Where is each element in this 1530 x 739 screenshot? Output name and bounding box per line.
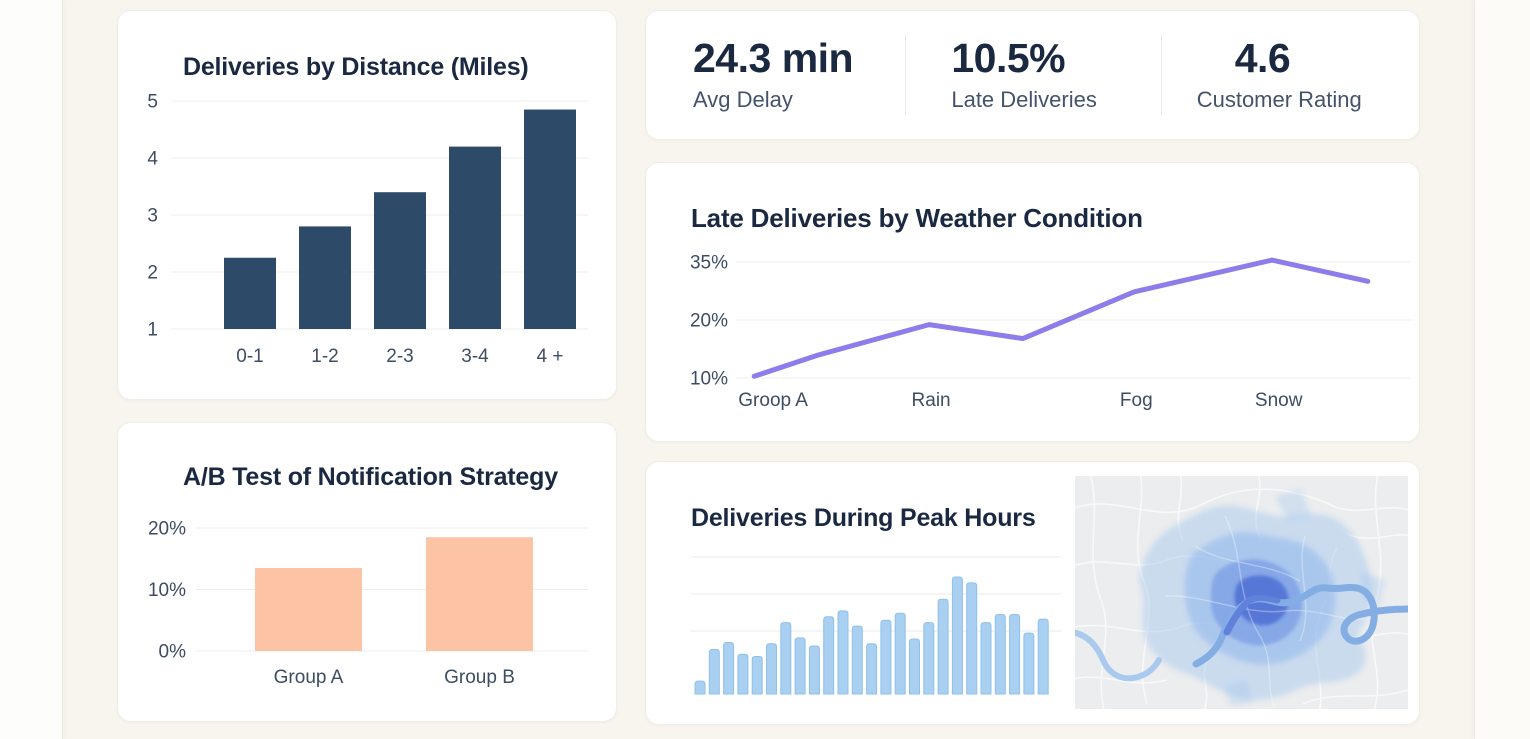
svg-text:1-2: 1-2	[311, 346, 338, 367]
svg-text:4 +: 4 +	[537, 346, 564, 367]
chart-title-ab-test: A/B Test of Notification Strategy	[183, 463, 558, 491]
svg-text:20%: 20%	[148, 519, 186, 540]
svg-text:5: 5	[147, 92, 158, 113]
kpi-late-deliveries: 10.5% Late Deliveries	[906, 11, 1160, 139]
kpi-avg-delay-value: 24.3 min	[693, 34, 854, 81]
svg-text:10%: 10%	[690, 369, 728, 390]
kpi-avg-delay: 24.3 min Avg Delay	[646, 11, 905, 139]
svg-text:2-3: 2-3	[386, 346, 413, 367]
chart-title-peak-hours: Deliveries During Peak Hours	[691, 504, 1036, 532]
map-roads-overlay	[1164, 515, 1371, 709]
kpi-customer-rating: 4.6 Customer Rating	[1162, 11, 1419, 139]
kpi-late-deliveries-value: 10.5%	[951, 34, 1066, 81]
svg-text:3: 3	[147, 206, 158, 227]
kpi-divider	[905, 35, 907, 115]
bar-chart-ab-test: 0% 10% 20% Group A Group B	[148, 519, 588, 688]
chart-title-deliveries-by-distance: Deliveries by Distance (Miles)	[183, 53, 529, 81]
kpi-late-deliveries-label: Late Deliveries	[951, 87, 1097, 113]
card-late-deliveries-by-weather: Late Deliveries by Weather Condition 10%…	[645, 162, 1420, 442]
city-heatmap-image	[1075, 476, 1408, 709]
svg-text:2: 2	[147, 263, 158, 284]
kpi-customer-rating-value: 4.6	[1234, 34, 1291, 81]
page-right-margin	[1474, 0, 1530, 739]
kpi-customer-rating-label: Customer Rating	[1196, 87, 1362, 113]
svg-text:Fog: Fog	[1120, 390, 1153, 411]
svg-text:10%: 10%	[148, 580, 186, 601]
svg-text:35%: 35%	[690, 253, 728, 274]
svg-text:0%: 0%	[159, 642, 187, 663]
svg-text:Snow: Snow	[1255, 390, 1303, 411]
line-chart-late-deliveries-by-weather: 10% 20% 35% Groop A Rain Fog Snow	[690, 253, 1411, 411]
svg-text:1: 1	[147, 320, 158, 341]
page-left-margin	[0, 0, 63, 739]
svg-text:0-1: 0-1	[236, 346, 263, 367]
map-river	[1075, 583, 1408, 682]
chart-title-weather: Late Deliveries by Weather Condition	[691, 203, 1143, 233]
card-deliveries-during-peak-hours: Deliveries During Peak Hours	[645, 461, 1420, 725]
mini-bar-chart-peak-hours	[691, 556, 1061, 695]
svg-text:Group A: Group A	[274, 667, 344, 688]
svg-text:Group B: Group B	[444, 667, 515, 688]
city-heatmap-map	[1075, 476, 1408, 709]
svg-text:Rain: Rain	[912, 390, 951, 411]
card-kpi-summary: 24.3 min Avg Delay 10.5% Late Deliveries…	[645, 10, 1420, 140]
bar-chart-deliveries-by-distance: 1 2 3 4 5 0-1 1-2 2-3 3-4 4 +	[147, 92, 588, 367]
svg-text:Groop A: Groop A	[738, 390, 808, 411]
svg-text:20%: 20%	[690, 311, 728, 332]
svg-text:4: 4	[147, 149, 158, 170]
kpi-divider	[1160, 35, 1162, 115]
kpi-avg-delay-label: Avg Delay	[693, 87, 793, 113]
card-deliveries-by-distance: Deliveries by Distance (Miles) 1 2 3 4 5 0-1 1…	[117, 10, 617, 400]
svg-text:3-4: 3-4	[461, 346, 489, 367]
card-ab-test-notification-strategy: A/B Test of Notification Strategy 0% 10% 2…	[117, 422, 617, 722]
